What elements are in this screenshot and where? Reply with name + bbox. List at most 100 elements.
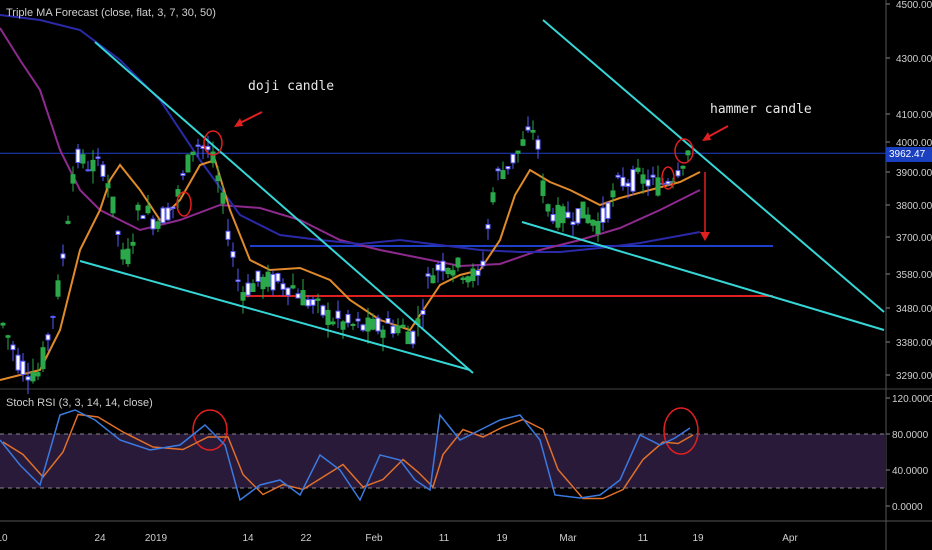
candle-body <box>335 310 341 319</box>
candle-body <box>155 221 161 229</box>
candle-body <box>40 347 46 370</box>
trendline-upper-right <box>542 19 885 313</box>
candle-body <box>395 325 401 334</box>
time-tick-label: 19 <box>496 533 508 544</box>
candle-body <box>0 322 6 326</box>
hammer-arrow <box>705 125 729 139</box>
candle-body <box>280 283 286 290</box>
candle-body <box>495 168 501 172</box>
trendline-lower-right <box>521 221 885 331</box>
candle-body <box>30 372 36 382</box>
rsi-tick-label: 40.0000 <box>892 466 929 477</box>
price-tick-label: 3290.00 <box>896 371 932 382</box>
time-tick-label: 2019 <box>145 533 168 544</box>
trendline-lower-left <box>79 260 471 371</box>
annotation-doji-candle: doji candle <box>248 79 335 94</box>
candle-body <box>510 153 516 164</box>
candle-body <box>180 173 186 176</box>
candle-body <box>605 202 611 219</box>
candle-body <box>215 175 221 182</box>
rsi-tick-label: 0.0000 <box>892 502 923 513</box>
candle-body <box>240 292 246 301</box>
candle-body <box>600 207 606 223</box>
candle-body <box>110 196 116 214</box>
candle-body <box>115 230 121 235</box>
ma-fast-orange <box>0 158 701 381</box>
time-tick-label: Apr <box>782 533 798 544</box>
candle-body <box>275 273 281 282</box>
candle-body <box>250 283 256 293</box>
candle-body <box>655 177 661 196</box>
candle-body <box>50 315 56 318</box>
candle-body <box>285 287 291 296</box>
price-tick-label: 3800.00 <box>896 201 932 212</box>
candle-body <box>235 279 241 282</box>
candle-body <box>80 154 86 164</box>
candle-body <box>315 298 321 301</box>
price-tick-label: 3480.00 <box>896 304 932 315</box>
candle-body <box>90 159 96 172</box>
candle-body <box>575 208 581 224</box>
candle-body <box>95 156 101 159</box>
candle-body <box>380 329 386 338</box>
candle-body <box>500 170 506 180</box>
candle-body <box>355 318 361 322</box>
candle-body <box>270 273 276 291</box>
candle-body <box>555 204 561 228</box>
candle-body <box>170 206 176 210</box>
doji-arrow-head <box>234 118 243 127</box>
candle-body <box>450 270 456 276</box>
candle-body <box>225 230 231 240</box>
candle-body <box>490 192 496 203</box>
candle-body <box>580 201 586 219</box>
candle-body <box>190 151 196 156</box>
candle-body <box>375 317 381 332</box>
candle-body <box>360 324 366 331</box>
candle-body <box>485 224 491 230</box>
candle-body <box>570 221 576 226</box>
candle-body <box>70 174 76 184</box>
time-tick-label: 19 <box>692 533 704 544</box>
candle-body <box>20 360 26 375</box>
candle-body <box>650 174 656 178</box>
candle-body <box>640 174 646 184</box>
doji-circle <box>203 130 223 156</box>
candle-body <box>340 321 346 330</box>
candle-body <box>45 334 51 341</box>
candle-body <box>145 205 151 214</box>
candle-body <box>130 241 136 246</box>
candle-body <box>295 293 301 299</box>
candle-body <box>185 154 191 173</box>
candle-body <box>560 206 566 224</box>
candle-body <box>100 164 106 177</box>
price-tick-label: 3380.00 <box>896 338 932 349</box>
candle-body <box>15 354 21 371</box>
time-tick-label: 24 <box>94 533 106 544</box>
price-tick-label: 4300.00 <box>896 54 932 65</box>
candle-body <box>55 280 61 297</box>
time-tick-label: Feb <box>365 533 383 544</box>
candle-body <box>630 169 636 192</box>
candle-body <box>245 282 251 296</box>
candle-body <box>35 372 41 377</box>
ma-blue <box>0 14 701 253</box>
candle-body <box>330 321 336 325</box>
annotation-hammer-candle: hammer candle <box>710 102 812 117</box>
price-tick-label: 3580.00 <box>896 270 932 281</box>
candle-body <box>585 214 591 224</box>
rsi-circle-right <box>663 407 699 455</box>
candle-body <box>195 144 201 147</box>
time-tick-label: 11 <box>638 533 649 544</box>
candle-body <box>680 165 686 169</box>
rsi-band-fill <box>0 434 886 488</box>
candle-body <box>420 309 426 315</box>
candle-body <box>65 220 71 224</box>
candle-body <box>685 150 691 156</box>
time-tick-label: 11 <box>439 533 450 544</box>
price-tick-label: 4100.00 <box>896 110 932 121</box>
price-tick-label: 4000.00 <box>896 138 932 149</box>
candle-body <box>460 277 466 281</box>
candle-body <box>590 219 596 226</box>
candle-body <box>445 268 451 275</box>
candle-body <box>515 150 521 154</box>
